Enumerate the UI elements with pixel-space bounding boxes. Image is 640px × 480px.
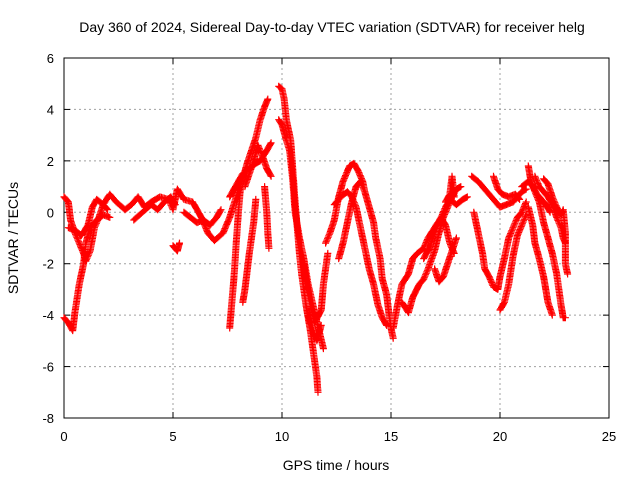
- y-tick-label: -2: [42, 257, 54, 272]
- x-axis-label: GPS time / hours: [283, 457, 390, 473]
- axis-ticks: [63, 57, 610, 419]
- y-tick-label: -6: [42, 360, 54, 375]
- y-tick-label: 2: [47, 154, 54, 169]
- y-axis-label: SDTVAR / TECUs: [5, 182, 21, 294]
- grid-lines: [64, 58, 609, 418]
- x-tick-label: 5: [169, 429, 176, 444]
- data-point-markers: [60, 82, 572, 396]
- chart-title: Day 360 of 2024, Sidereal Day-to-day VTE…: [79, 19, 585, 35]
- y-tick-label: -4: [42, 308, 54, 323]
- y-tick-label: 6: [47, 51, 54, 66]
- x-tick-label: 0: [60, 429, 67, 444]
- y-tick-label: 0: [47, 205, 54, 220]
- x-tick-labels: 0 5 10 15 20 25: [60, 429, 616, 444]
- x-tick-label: 10: [275, 429, 289, 444]
- data-points: [60, 82, 572, 396]
- y-tick-labels: -8 -6 -4 -2 0 2 4 6: [42, 51, 54, 426]
- y-tick-label: 4: [47, 102, 54, 117]
- plot-frame: [63, 57, 610, 419]
- x-tick-label: 25: [602, 429, 616, 444]
- x-tick-label: 15: [384, 429, 398, 444]
- y-tick-label: -8: [42, 411, 54, 426]
- x-tick-label: 20: [493, 429, 507, 444]
